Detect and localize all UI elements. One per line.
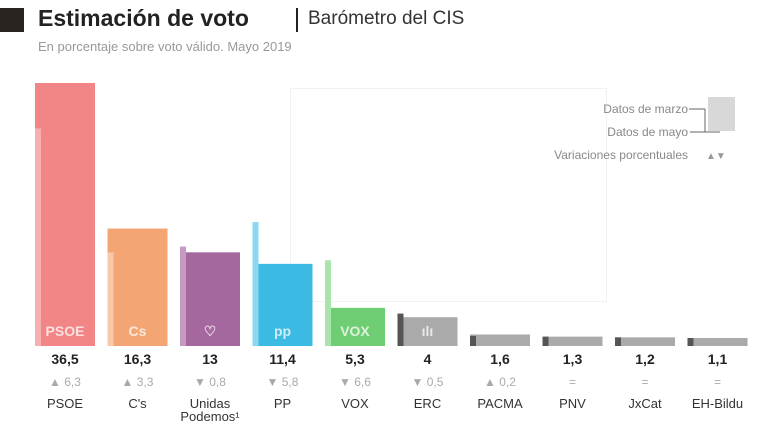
- party-logo: ılı: [422, 323, 434, 339]
- category-label: Unidas: [190, 396, 231, 411]
- efe-watermark: [290, 88, 607, 302]
- bar-march: [252, 222, 259, 346]
- category-label: PNV: [559, 396, 586, 411]
- party-logo: VOX: [340, 323, 370, 339]
- legend-march: Datos de marzo: [603, 102, 688, 116]
- bar-may: [252, 263, 313, 346]
- bar-march: [325, 260, 331, 346]
- value-label: 1,1: [708, 351, 728, 367]
- bar-may: [35, 83, 95, 346]
- category-label: PSOE: [47, 396, 83, 411]
- legend-arrows-icon: ▲▼: [706, 151, 726, 162]
- bar-march: [397, 313, 404, 346]
- brand-square: [0, 8, 24, 32]
- value-label: 36,5: [51, 351, 78, 367]
- bar-may: [615, 337, 675, 346]
- bar-march: [470, 335, 476, 346]
- variation-label: ▼ 6,6: [339, 375, 371, 389]
- variation-label: =: [714, 375, 721, 389]
- category-label: PP: [274, 396, 291, 411]
- category-label: VOX: [341, 396, 369, 411]
- bar-march: [687, 338, 694, 346]
- category-label: C's: [128, 396, 147, 411]
- value-label: 1,6: [490, 351, 510, 367]
- legend-may: Datos de mayo: [607, 125, 688, 139]
- value-label: 4: [424, 351, 432, 367]
- variation-label: ▲ 0,2: [484, 375, 516, 389]
- value-label: 1,3: [563, 351, 583, 367]
- chart-title: Estimación de voto: [38, 5, 249, 31]
- bar-may: [180, 252, 240, 346]
- value-label: 11,4: [269, 351, 296, 367]
- category-label: PACMA: [477, 396, 523, 411]
- value-label: 13: [202, 351, 218, 367]
- title-divider: [296, 8, 298, 32]
- variation-label: =: [641, 375, 648, 389]
- bar-may: [325, 307, 385, 346]
- value-label: 1,2: [635, 351, 655, 367]
- bar-may: [470, 334, 530, 346]
- category-label: ERC: [414, 396, 441, 411]
- party-logo: pp: [274, 323, 291, 339]
- party-logo: Cs: [129, 323, 147, 339]
- variation-label: ▼ 0,5: [412, 375, 444, 389]
- bar-may: [542, 336, 603, 346]
- bar-march: [35, 128, 41, 346]
- variation-label: =: [569, 375, 576, 389]
- bar-may: [397, 317, 458, 346]
- category-label: Podemos¹: [180, 409, 240, 424]
- variation-label: ▼ 0,8: [194, 375, 226, 389]
- bar-may: [107, 228, 168, 346]
- category-label: JxCat: [628, 396, 662, 411]
- bar-march: [180, 246, 186, 346]
- party-logo: ♡: [204, 323, 217, 339]
- chart-subtitle: En porcentaje sobre voto válido. Mayo 20…: [38, 39, 292, 54]
- chart-source: Barómetro del CIS: [308, 8, 465, 29]
- bar-march: [107, 252, 114, 346]
- variation-label: ▲ 3,3: [122, 375, 154, 389]
- legend-variation: Variaciones porcentuales: [554, 148, 688, 162]
- category-label: EH-Bildu: [692, 396, 743, 411]
- variation-label: ▼ 5,8: [267, 375, 299, 389]
- bar-march: [615, 337, 621, 346]
- variation-label: ▲ 6,3: [49, 375, 81, 389]
- party-logo: PSOE: [46, 323, 85, 339]
- value-label: 16,3: [124, 351, 151, 367]
- legend-swatch: [708, 97, 735, 131]
- value-label: 5,3: [345, 351, 365, 367]
- bar-may: [687, 338, 748, 346]
- bar-march: [542, 336, 549, 346]
